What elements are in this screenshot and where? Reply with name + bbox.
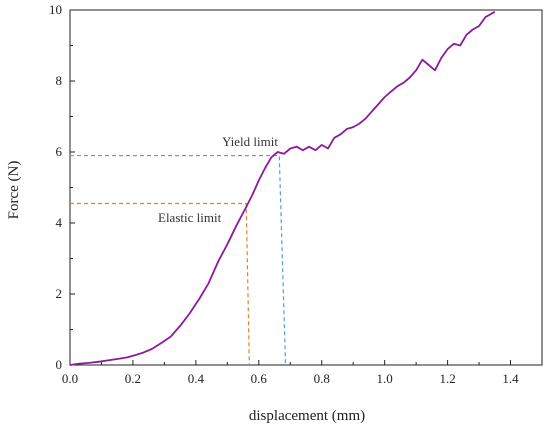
x-tick-label: 0.8: [314, 371, 330, 386]
elastic-limit-line: [70, 202, 250, 366]
yield-limit-line: [70, 154, 287, 366]
y-tick-label: 10: [49, 2, 62, 17]
yield-limit-label: Yield limit: [222, 134, 278, 149]
plot-frame: [69, 9, 543, 366]
y-tick-label: 2: [56, 286, 63, 301]
y-tick-label: 4: [56, 215, 63, 230]
x-tick-label: 0.2: [125, 371, 141, 386]
x-axis-title: displacement (mm): [249, 408, 365, 424]
y-axis-title: Force (N): [6, 161, 22, 220]
y-tick-label: 8: [56, 73, 63, 88]
y-tick-label: 6: [56, 144, 63, 159]
x-tick-label: 1.0: [377, 371, 393, 386]
x-tick-label: 0.0: [62, 371, 78, 386]
elastic-limit-label: Elastic limit: [158, 210, 222, 225]
plot-area: 0.0 0.2 0.4 0.6 0.8 1.0 1.2 1.4 0 2 4 6 8 10 Yield lim…: [49, 2, 543, 386]
x-tick-label: 0.4: [188, 371, 205, 386]
x-tick-label: 1.2: [439, 371, 455, 386]
y-tick-label: 0: [56, 357, 63, 372]
force-curve-line: [69, 11, 496, 366]
x-tick-label: 1.4: [502, 371, 519, 386]
x-tick-label: 0.6: [251, 371, 268, 386]
